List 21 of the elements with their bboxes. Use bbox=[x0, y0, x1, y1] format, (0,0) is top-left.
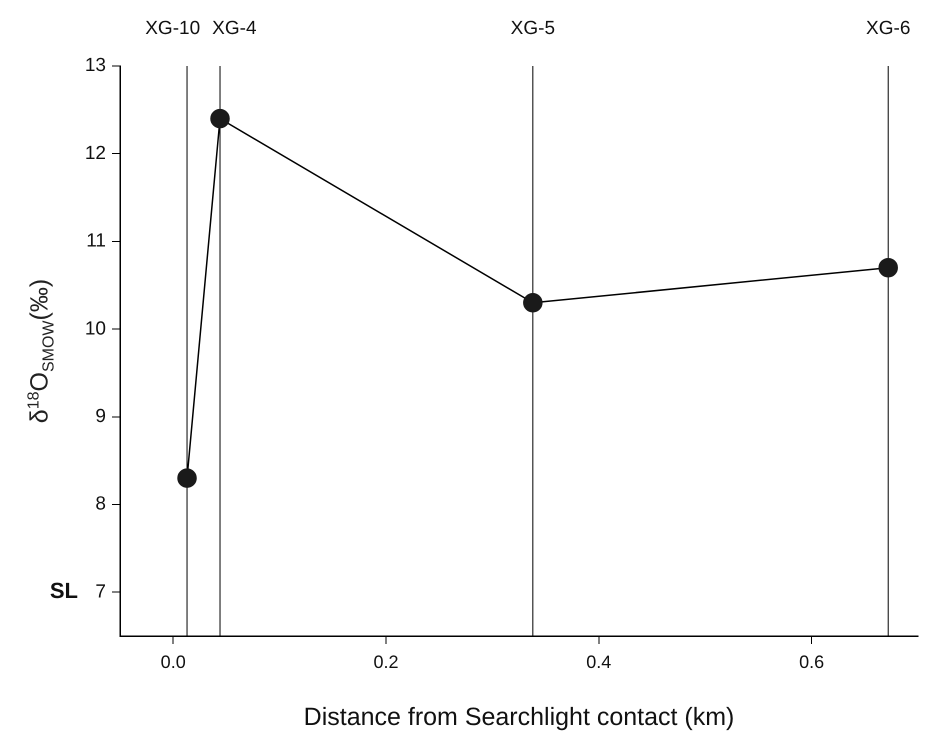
text: SL bbox=[50, 578, 78, 604]
y-tick-label: 13 bbox=[84, 55, 106, 76]
ref-line-label: XG-10 bbox=[145, 18, 200, 40]
x-axis-title: Distance from Searchlight contact (km) bbox=[304, 702, 734, 731]
y-tick-label: 11 bbox=[86, 230, 106, 252]
x-tick-label: 0.2 bbox=[373, 652, 399, 672]
x-tick-label: 0.6 bbox=[799, 652, 824, 672]
x-tick-label: 0.0 bbox=[160, 652, 186, 672]
y-tick-label: 10 bbox=[84, 318, 106, 340]
point bbox=[210, 108, 230, 128]
point bbox=[523, 293, 543, 313]
y-tick-label: 8 bbox=[95, 494, 106, 515]
ref-line-label: XG-5 bbox=[510, 18, 556, 40]
point bbox=[177, 468, 197, 488]
y-tick-label: 12 bbox=[84, 142, 106, 164]
point bbox=[878, 258, 898, 278]
x-tick-label: 0.4 bbox=[586, 652, 612, 672]
ref-line-label: XG-6 bbox=[866, 18, 910, 40]
y-tick-label: 7 bbox=[95, 581, 106, 602]
ref-line-label: XG-4 bbox=[212, 18, 257, 40]
y-tick-label: 9 bbox=[95, 406, 106, 428]
